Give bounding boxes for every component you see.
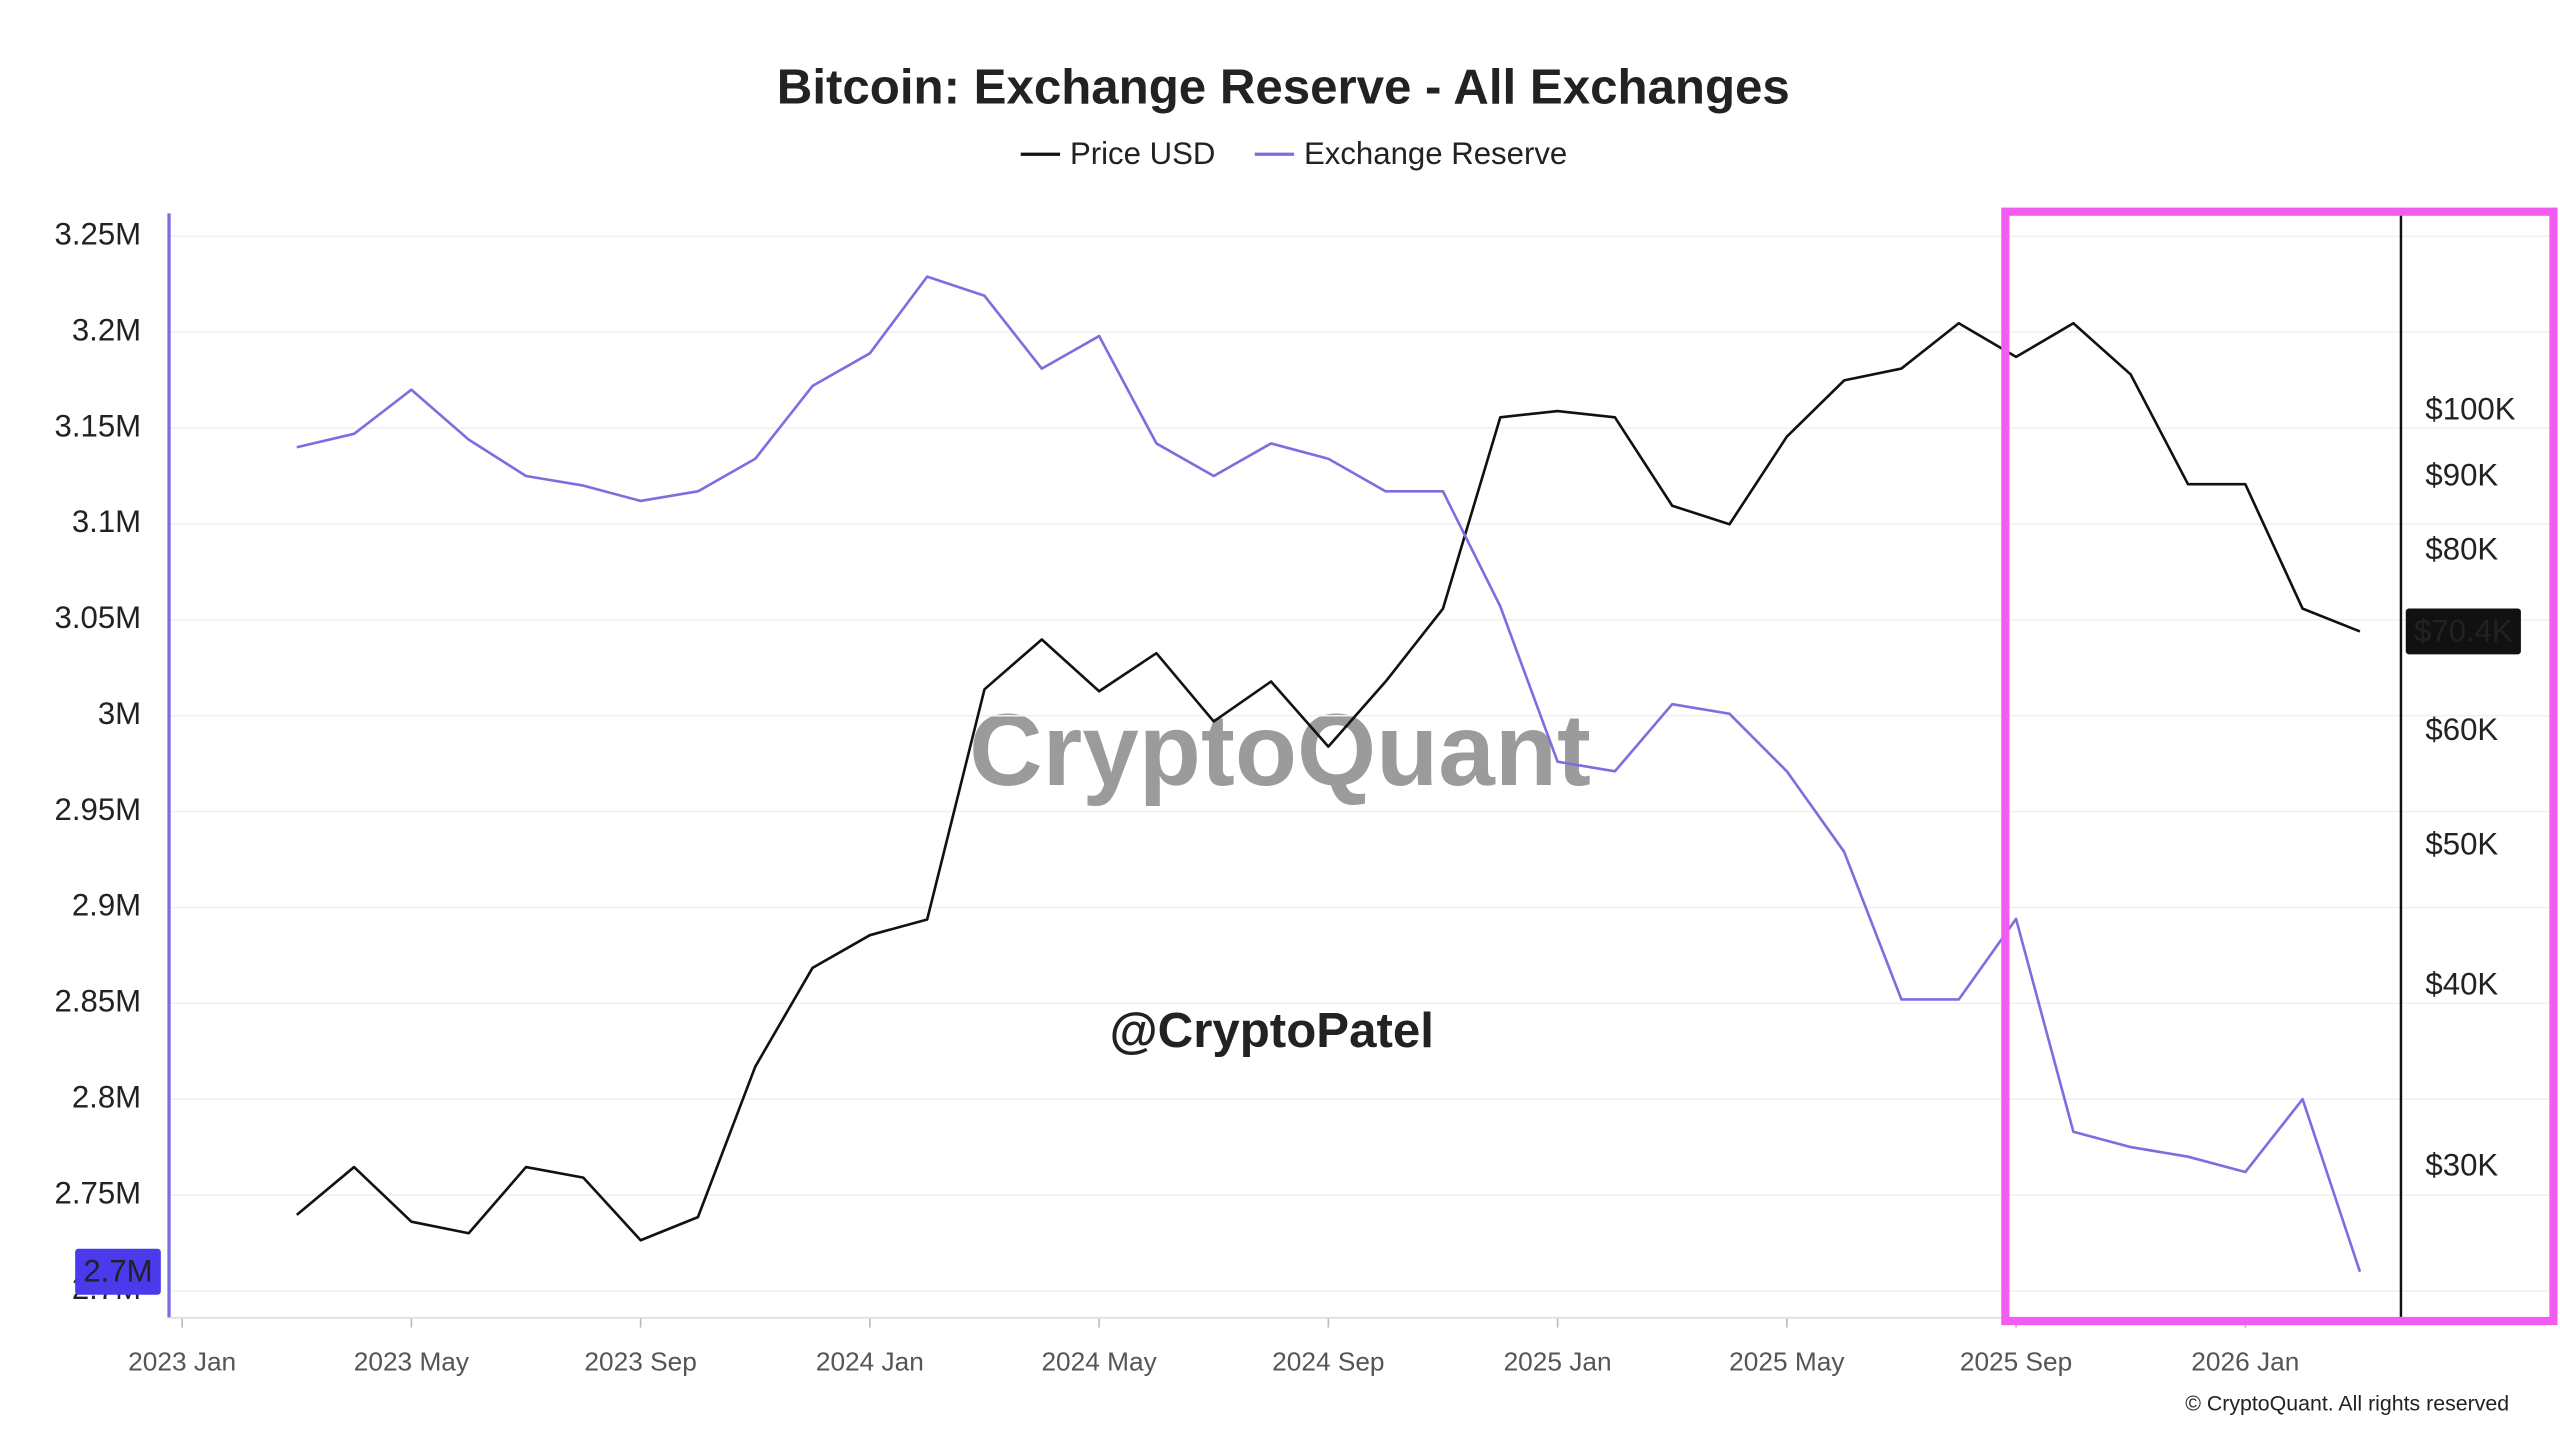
y-tick-label: 3.05M (55, 600, 142, 635)
x-tick-label: 2023 Sep (584, 1347, 696, 1377)
y-tick-label: 3M (98, 696, 141, 731)
grid (169, 235, 2552, 1292)
x-tick-label: 2024 May (1041, 1347, 1157, 1377)
y-tick-label: 2.85M (55, 984, 142, 1019)
y2-tick-label: $50K (2425, 827, 2498, 862)
y2-tick-label: $90K (2425, 457, 2498, 492)
y-tick-label: 2.9M (72, 888, 141, 923)
x-tick-label: 2024 Sep (1272, 1347, 1384, 1377)
y2-tick-label: $100K (2425, 391, 2515, 426)
x-tick-label: 2023 Jan (128, 1347, 236, 1377)
chart-title: Bitcoin: Exchange Reserve - All Exchange… (777, 59, 1790, 114)
annotation: @CryptoPatel (1110, 1003, 1434, 1058)
y-tick-label: 2.75M (55, 1175, 142, 1210)
x-tick-label: 2026 Jan (2191, 1347, 2299, 1377)
x-tick-label: 2024 Jan (816, 1347, 924, 1377)
x-tick-label: 2025 Jan (1504, 1347, 1612, 1377)
y2-tick-label: $80K (2425, 531, 2498, 566)
series-line (296, 275, 2362, 1273)
x-tick-label: 2025 Sep (1960, 1347, 2072, 1377)
y-tick-label: 2.95M (55, 792, 142, 827)
labels: 2.7M 2.75M 2.8M 2.85M 2.9M 2.95M 3M 3.05M 3.1M 3.… (55, 136, 2521, 1377)
x-tick-label: 2025 May (1729, 1347, 1845, 1377)
watermark: CryptoQuant (969, 693, 1591, 807)
legend-label: Price USD (1070, 136, 1215, 171)
value-label-box (75, 1248, 161, 1295)
credit: © CryptoQuant. All rights reserved (2185, 1391, 2509, 1415)
value-label-box (2405, 608, 2521, 655)
y-tick-label: 3.15M (55, 408, 142, 443)
y-tick-label: 3.1M (72, 504, 141, 539)
y2-tick-label: $30K (2425, 1147, 2498, 1182)
y2-tick-label: $60K (2425, 712, 2498, 747)
y-tick-label: 3.2M (72, 312, 141, 347)
lines (295, 213, 2403, 1318)
value-label: $70.4K (2414, 613, 2513, 648)
y2-tick-label: $40K (2425, 967, 2498, 1002)
y-tick-label: 2.8M (72, 1079, 141, 1114)
highlight-box (2001, 207, 2558, 1326)
y-tick-label: 3.25M (55, 217, 142, 252)
series-line (295, 321, 2361, 1242)
x-tick-label: 2023 May (354, 1347, 470, 1377)
value-label: 2.7M (83, 1254, 152, 1289)
legend-label: Exchange Reserve (1304, 136, 1567, 171)
